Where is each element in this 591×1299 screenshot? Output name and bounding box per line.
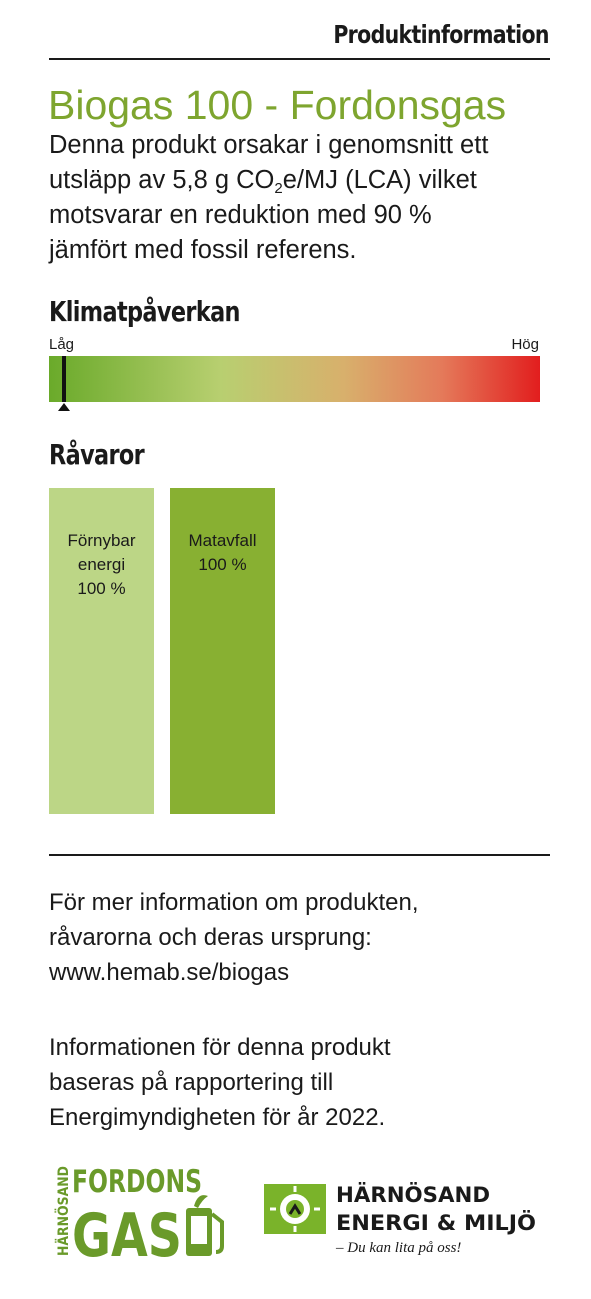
info-line: Informationen för denna produkt: [49, 1034, 391, 1061]
raw-material-food-waste: Matavfall 100 %: [170, 488, 275, 814]
raw-materials-heading: Råvaror: [49, 438, 145, 471]
climate-high-label: Hög: [511, 336, 539, 353]
hemab-line2: ENERGI & MILJÖ: [336, 1210, 536, 1235]
hemab-slogan: – Du kan lita på oss!: [335, 1240, 461, 1256]
info-line: råvarorna och deras ursprung:: [49, 924, 372, 951]
climate-heading: Klimatpåverkan: [49, 295, 241, 328]
raw-material-label: energi: [77, 555, 126, 574]
climate-low-label: Låg: [49, 336, 75, 353]
top-divider: [49, 58, 550, 60]
fuel-pump-icon: [186, 1195, 224, 1256]
middle-divider: [49, 854, 550, 856]
product-title: Biogas 100 - Fordonsgas: [48, 82, 507, 128]
raw-material-share: 100 %: [198, 555, 247, 574]
raw-material-share: 100 %: [77, 579, 126, 598]
product-intro: Denna produkt orsakar i genomsnitt ett u…: [49, 128, 549, 268]
header-label: Produktinformation: [333, 20, 549, 49]
hemab-logo: HÄRNÖSAND ENERGI & MILJÖ – Du kan lita p…: [264, 1182, 536, 1256]
intro-line: utsläpp av 5,8 g CO2e/MJ (LCA) vilket: [49, 166, 477, 197]
logo-bottom-text: GAS: [72, 1201, 182, 1262]
intro-line: Denna produkt orsakar i genomsnitt ett: [49, 131, 489, 159]
info-line: baseras på rapportering till: [49, 1069, 334, 1096]
hemab-line1: HÄRNÖSAND: [336, 1182, 490, 1207]
climate-gradient-bar: [49, 356, 540, 402]
raw-material-label: Förnybar: [67, 531, 136, 550]
sun-recycle-icon: [264, 1184, 326, 1234]
logo-top-text: FORDONS: [72, 1164, 202, 1200]
fordonsgas-logo: HÄRNÖSAND FORDONS GAS: [54, 1164, 224, 1262]
info-block-more-info: För mer information om produkten, råvaro…: [49, 885, 418, 990]
info-block-source: Informationen för denna produkt baseras …: [49, 1030, 391, 1135]
logo-vertical-text: HÄRNÖSAND: [54, 1166, 72, 1256]
raw-material-label: Matavfall: [188, 531, 257, 550]
info-line: Energimyndigheten för år 2022.: [49, 1104, 386, 1131]
info-line: För mer information om produkten,: [49, 889, 419, 916]
raw-material-renewable-energy: Förnybar energi 100 %: [49, 488, 154, 814]
info-link[interactable]: www.hemab.se/biogas: [49, 959, 290, 986]
climate-indicator-arrow-icon: [57, 403, 70, 411]
climate-indicator-line: [61, 356, 66, 402]
intro-line: jämfört med fossil referens.: [49, 236, 357, 264]
intro-line: motsvarar en reduktion med 90 %: [49, 201, 432, 229]
